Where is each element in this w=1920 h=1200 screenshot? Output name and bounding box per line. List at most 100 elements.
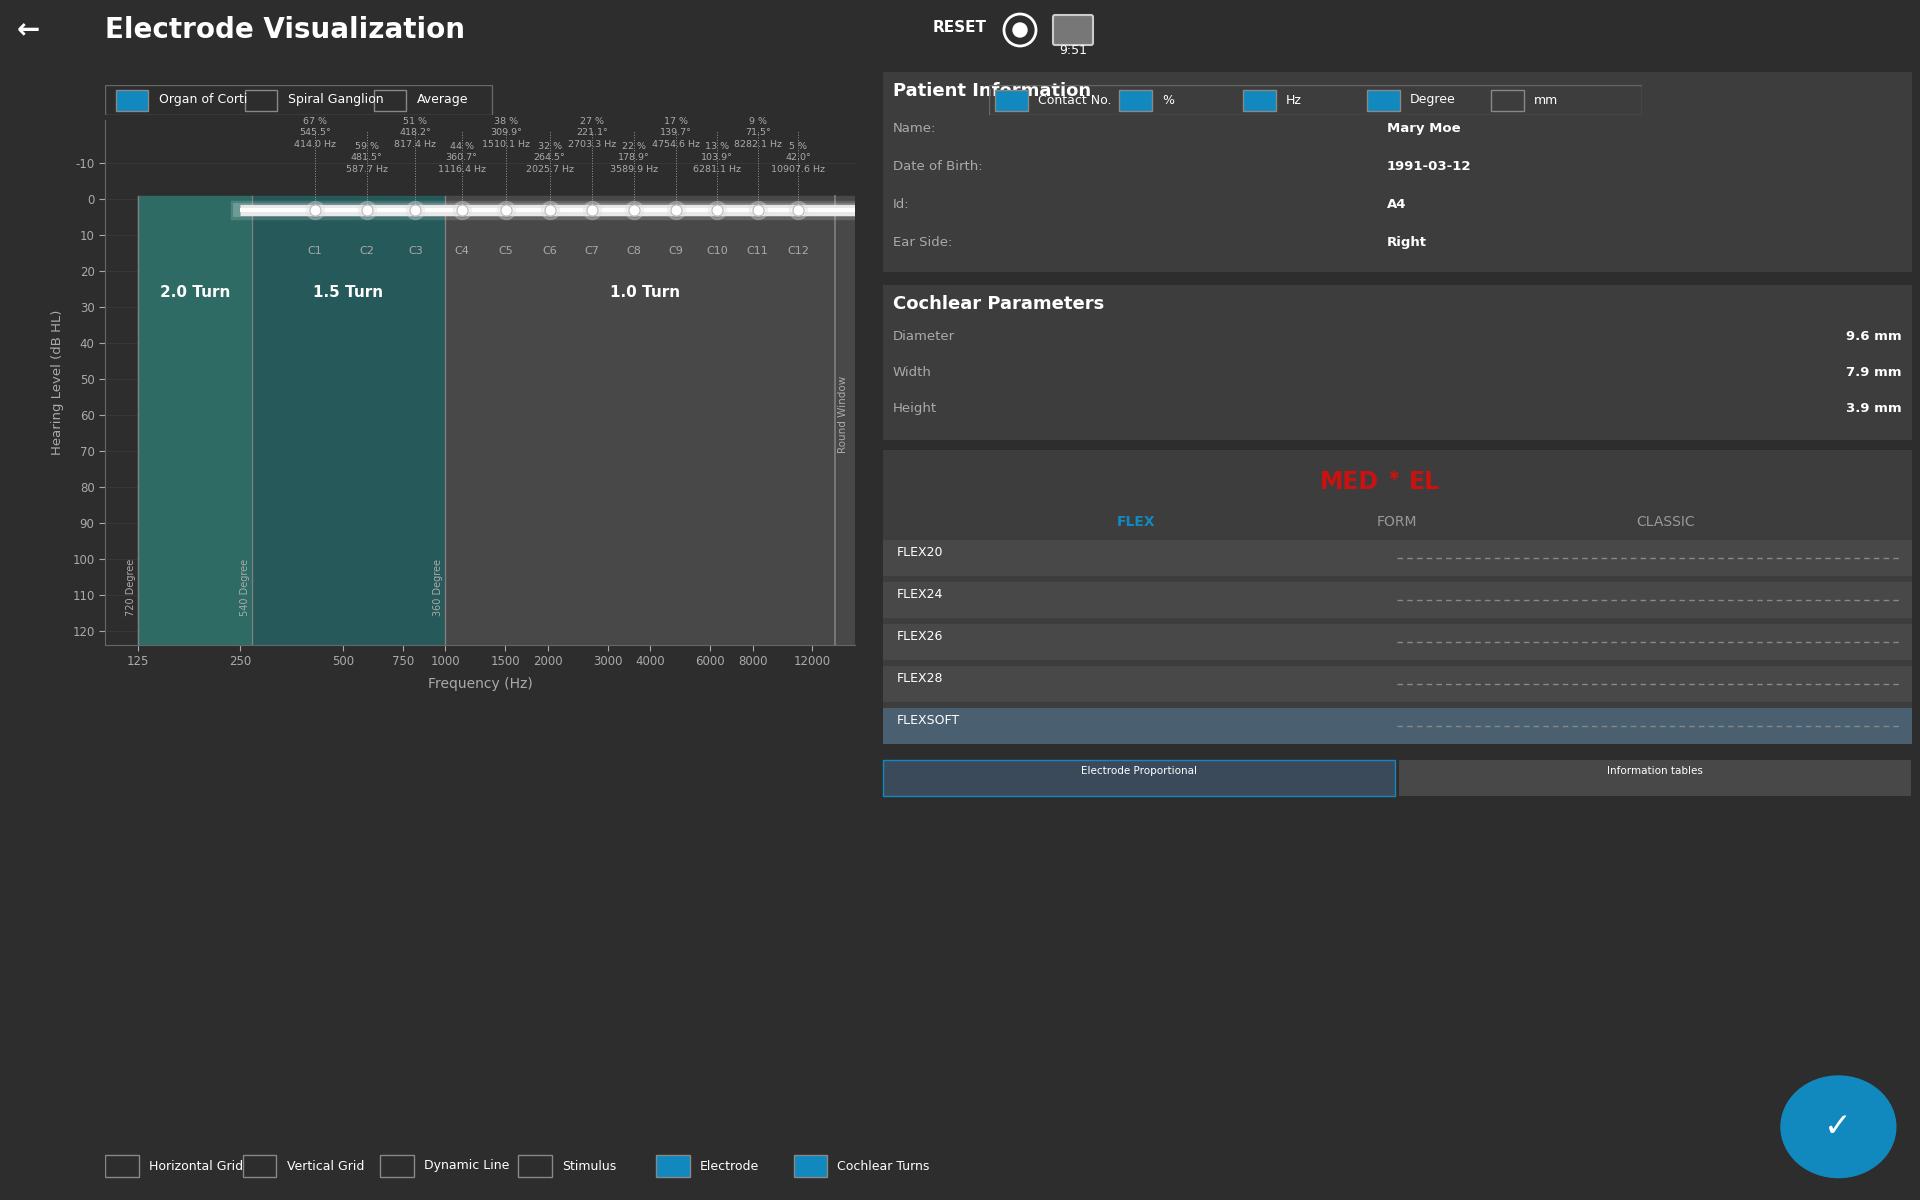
Text: Diameter: Diameter	[893, 330, 954, 343]
Y-axis label: Hearing Level (dB HL): Hearing Level (dB HL)	[50, 310, 63, 455]
Text: EL: EL	[1409, 470, 1440, 494]
Text: Right: Right	[1386, 236, 1427, 248]
FancyBboxPatch shape	[1400, 760, 1910, 796]
FancyBboxPatch shape	[657, 1154, 689, 1177]
Text: Degree: Degree	[1409, 94, 1455, 107]
Text: Date of Birth:: Date of Birth:	[893, 160, 983, 173]
FancyBboxPatch shape	[1052, 14, 1092, 44]
Text: RESET: RESET	[933, 19, 987, 35]
FancyBboxPatch shape	[1244, 90, 1277, 110]
Text: C12: C12	[787, 246, 810, 256]
Text: 1.5 Turn: 1.5 Turn	[313, 286, 384, 300]
FancyBboxPatch shape	[115, 90, 148, 110]
Text: 9.6 mm: 9.6 mm	[1847, 330, 1903, 343]
Text: Average: Average	[417, 94, 468, 107]
Text: Mary Moe: Mary Moe	[1386, 122, 1461, 134]
Text: 1.0 Turn: 1.0 Turn	[611, 286, 680, 300]
Text: Ear Side:: Ear Side:	[893, 236, 952, 248]
FancyBboxPatch shape	[883, 624, 1912, 660]
FancyBboxPatch shape	[1119, 90, 1152, 110]
Text: Electrode Visualization: Electrode Visualization	[106, 16, 465, 44]
FancyBboxPatch shape	[1367, 90, 1400, 110]
Text: C10: C10	[707, 246, 728, 256]
Text: 38 %
309.9°
1510.1 Hz: 38 % 309.9° 1510.1 Hz	[482, 116, 530, 149]
FancyBboxPatch shape	[883, 666, 1912, 702]
Text: FLEX24: FLEX24	[897, 588, 943, 601]
Text: Dynamic Line: Dynamic Line	[424, 1159, 509, 1172]
Circle shape	[1782, 1076, 1895, 1177]
Text: Cochlear Parameters: Cochlear Parameters	[893, 295, 1104, 313]
Text: Height: Height	[893, 402, 937, 415]
Text: C1: C1	[307, 246, 323, 256]
FancyBboxPatch shape	[883, 72, 1912, 272]
Bar	[445, 196, 854, 646]
Text: FLEX: FLEX	[1117, 515, 1156, 529]
Text: C4: C4	[455, 246, 468, 256]
Text: 1991-03-12: 1991-03-12	[1386, 160, 1471, 173]
Text: C8: C8	[626, 246, 641, 256]
Text: C6: C6	[541, 246, 557, 256]
X-axis label: Frequency (Hz): Frequency (Hz)	[428, 677, 532, 691]
Text: 17 %
139.7°
4754.6 Hz: 17 % 139.7° 4754.6 Hz	[651, 116, 699, 149]
Text: FLEX20: FLEX20	[897, 546, 943, 559]
FancyBboxPatch shape	[883, 760, 1396, 796]
Text: 360 Degree: 360 Degree	[434, 559, 444, 616]
Text: C5: C5	[499, 246, 513, 256]
Text: Horizontal Grid: Horizontal Grid	[150, 1159, 244, 1172]
Text: C7: C7	[586, 246, 599, 256]
FancyBboxPatch shape	[793, 1154, 828, 1177]
Text: ✓: ✓	[1824, 1110, 1853, 1144]
Text: ✱: ✱	[1388, 470, 1398, 482]
Text: Electrode: Electrode	[699, 1159, 758, 1172]
Text: mm: mm	[1534, 94, 1559, 107]
Text: 67 %
545.5°
414.0 Hz: 67 % 545.5° 414.0 Hz	[294, 116, 336, 149]
FancyBboxPatch shape	[995, 90, 1027, 110]
Text: 59 %
481.5°
587.7 Hz: 59 % 481.5° 587.7 Hz	[346, 142, 388, 174]
Text: 9 %
71.5°
8282.1 Hz: 9 % 71.5° 8282.1 Hz	[733, 116, 781, 149]
Text: FLEXSOFT: FLEXSOFT	[897, 714, 960, 727]
Text: Id:: Id:	[893, 198, 910, 211]
Text: 13 %
103.9°
6281.1 Hz: 13 % 103.9° 6281.1 Hz	[693, 142, 741, 174]
Text: FORM: FORM	[1377, 515, 1417, 529]
Text: %: %	[1162, 94, 1173, 107]
Text: C2: C2	[359, 246, 374, 256]
Text: ←: ←	[17, 16, 40, 44]
Text: 51 %
418.2°
817.4 Hz: 51 % 418.2° 817.4 Hz	[394, 116, 436, 149]
Text: 44 %
360.7°
1116.4 Hz: 44 % 360.7° 1116.4 Hz	[438, 142, 486, 174]
FancyBboxPatch shape	[883, 540, 1912, 576]
Text: Round Window: Round Window	[839, 377, 849, 454]
Text: 27 %
221.1°
2703.3 Hz: 27 % 221.1° 2703.3 Hz	[568, 116, 616, 149]
Text: MED: MED	[1319, 470, 1379, 494]
Text: FLEX28: FLEX28	[897, 672, 943, 685]
Text: Hz: Hz	[1286, 94, 1302, 107]
FancyBboxPatch shape	[883, 284, 1912, 440]
Text: Name:: Name:	[893, 122, 937, 134]
Text: C3: C3	[409, 246, 422, 256]
Text: Spiral Ganglion: Spiral Ganglion	[288, 94, 384, 107]
Text: Electrode Proportional: Electrode Proportional	[1081, 766, 1196, 776]
Text: 7.9 mm: 7.9 mm	[1847, 366, 1903, 379]
Text: Width: Width	[893, 366, 931, 379]
Text: 9:51: 9:51	[1060, 43, 1087, 56]
Text: 5 %
42.0°
10907.6 Hz: 5 % 42.0° 10907.6 Hz	[772, 142, 826, 174]
Bar	[138, 196, 252, 646]
Text: CLASSIC: CLASSIC	[1636, 515, 1695, 529]
Text: Stimulus: Stimulus	[563, 1159, 616, 1172]
Text: 32 %
264.5°
2025.7 Hz: 32 % 264.5° 2025.7 Hz	[526, 142, 574, 174]
Text: A4: A4	[1386, 198, 1407, 211]
Text: C11: C11	[747, 246, 768, 256]
Text: Patient Information: Patient Information	[893, 82, 1091, 100]
Text: Cochlear Turns: Cochlear Turns	[837, 1159, 929, 1172]
Text: FLEX26: FLEX26	[897, 630, 943, 643]
Circle shape	[1014, 23, 1027, 37]
Text: Contact No.: Contact No.	[1037, 94, 1112, 107]
Text: 3.9 mm: 3.9 mm	[1847, 402, 1903, 415]
FancyBboxPatch shape	[883, 450, 1912, 740]
Text: 720 Degree: 720 Degree	[125, 559, 136, 616]
Text: Information tables: Information tables	[1607, 766, 1703, 776]
Text: 22 %
178.9°
3589.9 Hz: 22 % 178.9° 3589.9 Hz	[611, 142, 659, 174]
Bar	[252, 196, 445, 646]
FancyBboxPatch shape	[883, 582, 1912, 618]
Text: Vertical Grid: Vertical Grid	[286, 1159, 365, 1172]
Text: C9: C9	[668, 246, 684, 256]
